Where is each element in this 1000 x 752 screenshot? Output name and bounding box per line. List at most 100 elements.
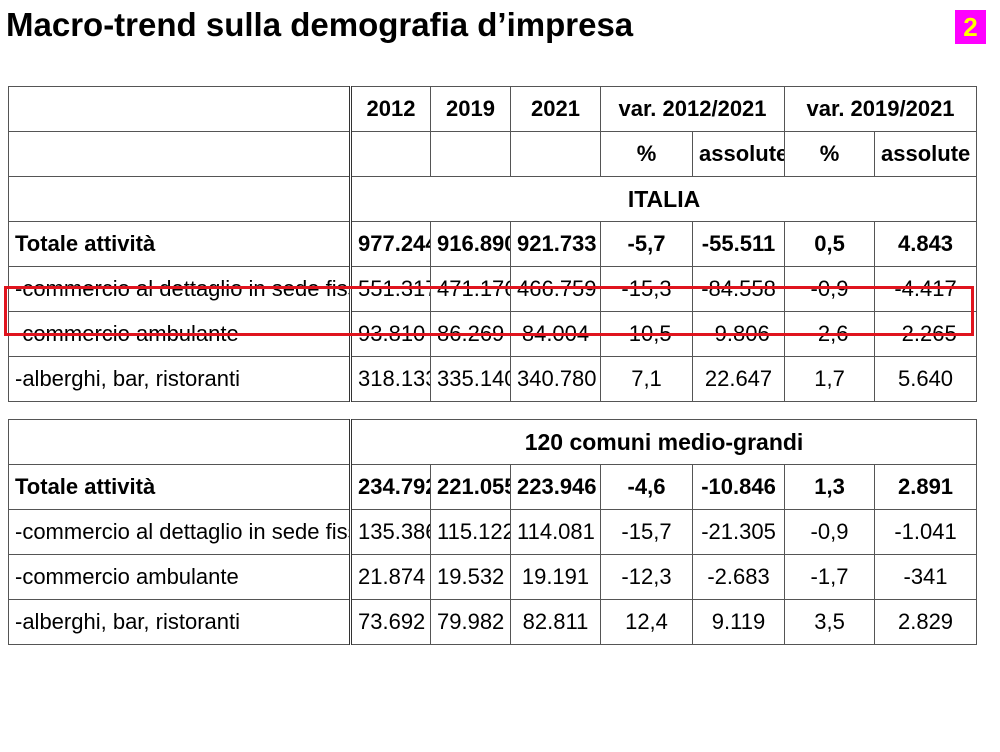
table-row: -commercio al dettaglio in sede fissa 135… [8,509,978,555]
value-2012: 977.244 [349,221,431,267]
section-title: 120 comuni medio-grandi [348,419,978,465]
var-pct-2012-2021: 7,1 [600,356,693,402]
value-2019: 79.982 [430,599,511,645]
var-abs-2019-2021: 4.843 [874,221,978,267]
section-header: ITALIA [8,176,978,222]
var-abs-2012-2021: -21.305 [691,509,786,555]
var-pct-2012-2021: -15,3 [600,266,693,312]
value-2019: 221.055 [430,464,511,510]
value-2021: 82.811 [510,599,601,645]
col-header-abs-2: assolute [874,131,978,177]
value-2012: 234.792 [349,464,431,510]
var-abs-2012-2021: -84.558 [691,266,786,312]
var-abs-2019-2021: -4.417 [874,266,978,312]
section-blank [8,176,351,222]
var-abs-2019-2021: -1.041 [874,509,978,555]
row-label: -commercio al dettaglio in sede fissa [8,266,351,312]
value-2012: 551.317 [349,266,431,312]
var-pct-2012-2021: -10,5 [600,311,693,357]
var-pct-2019-2021: 1,3 [784,464,876,510]
col-header-abs-1: assolute [691,131,786,177]
var-pct-2012-2021: -5,7 [600,221,693,267]
var-abs-2019-2021: 2.891 [874,464,978,510]
value-2019: 115.122 [430,509,511,555]
var-abs-2012-2021: -55.511 [691,221,786,267]
table-row: -commercio ambulante 93.810 86.269 84.004 -1… [8,311,978,357]
value-2012: 73.692 [349,599,431,645]
col-header-2019: 2019 [430,86,511,132]
var-pct-2019-2021: 3,5 [784,599,876,645]
value-2021: 114.081 [510,509,601,555]
row-label: -commercio al dettaglio in sede fissa [8,509,351,555]
col-header-pct-2: % [784,131,876,177]
value-2012: 135.386 [349,509,431,555]
var-pct-2019-2021: -2,6 [784,311,876,357]
var-pct-2019-2021: -0,9 [784,509,876,555]
section-title: ITALIA [348,176,978,222]
row-label: Totale attività [8,221,351,267]
var-pct-2012-2021: -4,6 [600,464,693,510]
section-comuni: 120 comuni medio-grandi Totale attività 2… [8,419,978,645]
var-abs-2012-2021: -2.683 [691,554,786,600]
value-2019: 86.269 [430,311,511,357]
var-pct-2012-2021: 12,4 [600,599,693,645]
demography-table: 2012 2019 2021 var. 2012/2021 var. 2019/… [8,86,978,645]
table-row: Totale attività 977.244 916.890 921.733 -5,7… [8,221,978,267]
header-blank-2012 [349,131,431,177]
page-number-badge: 2 [955,10,986,44]
col-header-var-2019-2021: var. 2019/2021 [784,86,978,132]
header-blank-2019 [430,131,511,177]
row-label: -alberghi, bar, ristoranti [8,599,351,645]
col-header-var-2012-2021: var. 2012/2021 [599,86,786,132]
value-2012: 21.874 [349,554,431,600]
var-pct-2019-2021: 1,7 [784,356,876,402]
value-2019: 916.890 [430,221,511,267]
value-2021: 921.733 [510,221,601,267]
var-abs-2012-2021: -9.806 [691,311,786,357]
header-row-years: 2012 2019 2021 var. 2012/2021 var. 2019/… [8,86,978,132]
value-2021: 223.946 [510,464,601,510]
var-abs-2012-2021: 22.647 [691,356,786,402]
value-2021: 19.191 [510,554,601,600]
slide-title: Macro-trend sulla demografia d’impresa [6,6,634,43]
value-2019: 19.532 [430,554,511,600]
spacer-row [8,401,977,420]
table-row: -commercio al dettaglio in sede fissa 551… [8,266,978,312]
table-row: -alberghi, bar, ristoranti 318.133 335.140… [8,356,978,402]
col-header-2021: 2021 [510,86,601,132]
value-2012: 318.133 [349,356,431,402]
row-label: Totale attività [8,464,351,510]
var-abs-2019-2021: -2.265 [874,311,978,357]
header-blank-2021 [510,131,601,177]
section-blank [8,419,351,465]
table-row: -alberghi, bar, ristoranti 73.692 79.982 82… [8,599,978,645]
var-abs-2012-2021: 9.119 [691,599,786,645]
col-header-2012: 2012 [349,86,431,132]
header-blank [8,131,351,177]
value-2019: 471.176 [430,266,511,312]
var-abs-2012-2021: -10.846 [691,464,786,510]
header-row-units: % assolute % assolute [8,131,978,177]
section-spacer [8,401,977,420]
row-label: -alberghi, bar, ristoranti [8,356,351,402]
var-abs-2019-2021: -341 [874,554,978,600]
col-header-pct-1: % [600,131,693,177]
value-2019: 335.140 [430,356,511,402]
var-pct-2019-2021: -0,9 [784,266,876,312]
var-abs-2019-2021: 5.640 [874,356,978,402]
table-row: Totale attività 234.792 221.055 223.946 -4,6… [8,464,978,510]
section-italia: ITALIA Totale attività 977.244 916.890 921.… [8,176,978,402]
section-header: 120 comuni medio-grandi [8,419,978,465]
value-2021: 466.759 [510,266,601,312]
var-pct-2012-2021: -15,7 [600,509,693,555]
row-label: -commercio ambulante [8,311,351,357]
var-abs-2019-2021: 2.829 [874,599,978,645]
value-2021: 84.004 [510,311,601,357]
header-corner [8,86,351,132]
var-pct-2019-2021: -1,7 [784,554,876,600]
value-2012: 93.810 [349,311,431,357]
table-row: -commercio ambulante 21.874 19.532 19.191 -1… [8,554,978,600]
value-2021: 340.780 [510,356,601,402]
var-pct-2019-2021: 0,5 [784,221,876,267]
var-pct-2012-2021: -12,3 [600,554,693,600]
